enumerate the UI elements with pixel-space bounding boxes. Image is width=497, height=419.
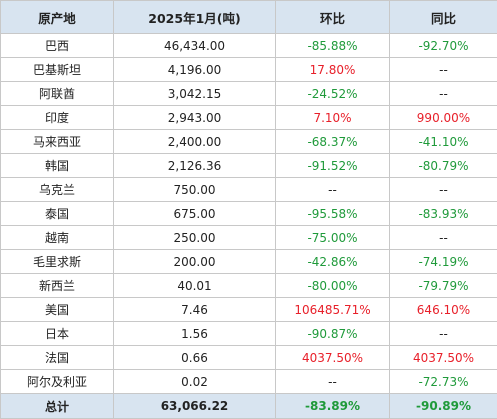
table-row: 印度 2,943.00 7.10% 990.00% <box>1 106 497 130</box>
origin-cell: 法国 <box>1 346 114 370</box>
origin-cell: 巴基斯坦 <box>1 58 114 82</box>
yoy-cell: 4037.50% <box>390 346 497 370</box>
mom-cell: -80.00% <box>276 274 390 298</box>
header-mom: 环比 <box>276 1 390 34</box>
header-volume: 2025年1月(吨) <box>114 1 276 34</box>
origin-cell: 阿联酋 <box>1 82 114 106</box>
mom-cell: -24.52% <box>276 82 390 106</box>
table-row: 法国 0.66 4037.50% 4037.50% <box>1 346 497 370</box>
table-row: 阿联酋 3,042.15 -24.52% -- <box>1 82 497 106</box>
volume-cell: 2,943.00 <box>114 106 276 130</box>
origin-cell: 毛里求斯 <box>1 250 114 274</box>
mom-cell: -- <box>276 178 390 202</box>
origin-cell: 美国 <box>1 298 114 322</box>
yoy-cell: -41.10% <box>390 130 497 154</box>
table-row: 马来西亚 2,400.00 -68.37% -41.10% <box>1 130 497 154</box>
mom-cell: 4037.50% <box>276 346 390 370</box>
total-volume: 63,066.22 <box>114 394 276 419</box>
yoy-cell: -- <box>390 82 497 106</box>
mom-cell: -90.87% <box>276 322 390 346</box>
mom-cell: -75.00% <box>276 226 390 250</box>
table-row: 泰国 675.00 -95.58% -83.93% <box>1 202 497 226</box>
volume-cell: 750.00 <box>114 178 276 202</box>
mom-cell: 106485.71% <box>276 298 390 322</box>
volume-cell: 40.01 <box>114 274 276 298</box>
table-row: 阿尔及利亚 0.02 -- -72.73% <box>1 370 497 394</box>
table-row: 日本 1.56 -90.87% -- <box>1 322 497 346</box>
volume-cell: 200.00 <box>114 250 276 274</box>
table-row: 巴西 46,434.00 -85.88% -92.70% <box>1 34 497 58</box>
header-row: 原产地 2025年1月(吨) 环比 同比 <box>1 1 497 34</box>
volume-cell: 1.56 <box>114 322 276 346</box>
mom-cell: -91.52% <box>276 154 390 178</box>
volume-cell: 0.66 <box>114 346 276 370</box>
yoy-cell: -- <box>390 322 497 346</box>
total-yoy: -90.89% <box>390 394 497 419</box>
mom-cell: -68.37% <box>276 130 390 154</box>
total-row: 总计 63,066.22 -83.89% -90.89% <box>1 394 497 419</box>
table-row: 韩国 2,126.36 -91.52% -80.79% <box>1 154 497 178</box>
table-row: 新西兰 40.01 -80.00% -79.79% <box>1 274 497 298</box>
header-yoy: 同比 <box>390 1 497 34</box>
volume-cell: 3,042.15 <box>114 82 276 106</box>
total-label: 总计 <box>1 394 114 419</box>
yoy-cell: -83.93% <box>390 202 497 226</box>
table-row: 美国 7.46 106485.71% 646.10% <box>1 298 497 322</box>
total-mom: -83.89% <box>276 394 390 419</box>
origin-cell: 日本 <box>1 322 114 346</box>
table-row: 毛里求斯 200.00 -42.86% -74.19% <box>1 250 497 274</box>
origin-cell: 韩国 <box>1 154 114 178</box>
table-row: 乌克兰 750.00 -- -- <box>1 178 497 202</box>
origin-cell: 印度 <box>1 106 114 130</box>
volume-cell: 250.00 <box>114 226 276 250</box>
volume-cell: 2,126.36 <box>114 154 276 178</box>
origin-cell: 泰国 <box>1 202 114 226</box>
mom-cell: 7.10% <box>276 106 390 130</box>
origin-cell: 乌克兰 <box>1 178 114 202</box>
mom-cell: 17.80% <box>276 58 390 82</box>
yoy-cell: -- <box>390 178 497 202</box>
origin-cell: 越南 <box>1 226 114 250</box>
yoy-cell: 646.10% <box>390 298 497 322</box>
mom-cell: -95.58% <box>276 202 390 226</box>
origin-cell: 马来西亚 <box>1 130 114 154</box>
origin-cell: 新西兰 <box>1 274 114 298</box>
volume-cell: 46,434.00 <box>114 34 276 58</box>
mom-cell: -85.88% <box>276 34 390 58</box>
header-origin: 原产地 <box>1 1 114 34</box>
mom-cell: -- <box>276 370 390 394</box>
yoy-cell: -74.19% <box>390 250 497 274</box>
yoy-cell: 990.00% <box>390 106 497 130</box>
origin-cell: 阿尔及利亚 <box>1 370 114 394</box>
yoy-cell: -- <box>390 58 497 82</box>
yoy-cell: -- <box>390 226 497 250</box>
yoy-cell: -80.79% <box>390 154 497 178</box>
table-row: 巴基斯坦 4,196.00 17.80% -- <box>1 58 497 82</box>
volume-cell: 4,196.00 <box>114 58 276 82</box>
yoy-cell: -72.73% <box>390 370 497 394</box>
yoy-cell: -92.70% <box>390 34 497 58</box>
volume-cell: 7.46 <box>114 298 276 322</box>
volume-cell: 0.02 <box>114 370 276 394</box>
table-row: 越南 250.00 -75.00% -- <box>1 226 497 250</box>
mom-cell: -42.86% <box>276 250 390 274</box>
yoy-cell: -79.79% <box>390 274 497 298</box>
origin-cell: 巴西 <box>1 34 114 58</box>
volume-cell: 675.00 <box>114 202 276 226</box>
volume-cell: 2,400.00 <box>114 130 276 154</box>
